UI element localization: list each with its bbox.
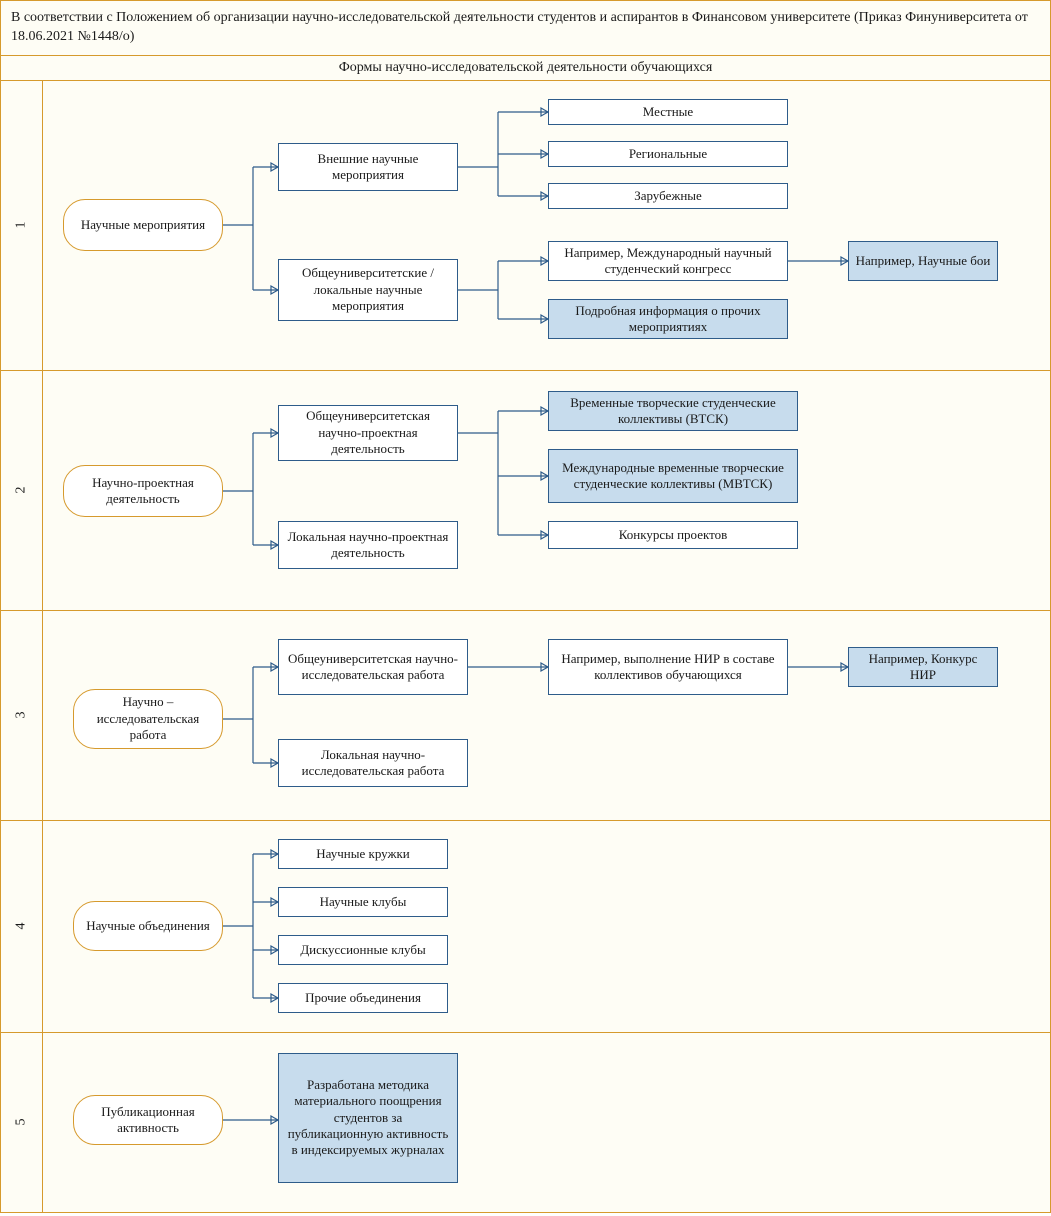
row-content: Научно-проектная деятельность Общеуниверс… (43, 371, 1050, 611)
diagram-row: 5 Публикационная активность Разработана ме… (0, 1033, 1051, 1213)
root-pill: Научно-проектная деятельность (63, 465, 223, 517)
row-number-cell: 4 (1, 821, 43, 1032)
row-content: Научные объединения Научные кружки Научные… (43, 821, 1050, 1033)
diagram-node: Научные клубы (278, 887, 448, 917)
root-pill: Научные мероприятия (63, 199, 223, 251)
diagram-node: Местные (548, 99, 788, 125)
row-number: 5 (14, 1119, 30, 1126)
row-number-cell: 5 (1, 1033, 43, 1212)
row-number: 3 (14, 712, 30, 719)
row-content: Публикационная активность Разработана мет… (43, 1033, 1050, 1213)
row-number: 2 (14, 487, 30, 494)
row-number-cell: 2 (1, 371, 43, 610)
diagram-node: Общеуниверситетские / локальные научные … (278, 259, 458, 321)
diagram-node: Общеуниверситетская научно-исследователь… (278, 639, 468, 695)
diagram-node: Локальная научно-проектная деятельность (278, 521, 458, 569)
diagram-node: Локальная научно-исследовательская работ… (278, 739, 468, 787)
diagram-node: Зарубежные (548, 183, 788, 209)
row-number-cell: 3 (1, 611, 43, 820)
diagram-node: Разработана методика материального поощр… (278, 1053, 458, 1183)
diagram-row: 4Научные объединенияНаучные кружкиНаучны… (0, 821, 1051, 1033)
row-number: 1 (14, 222, 30, 229)
diagram-node: Например, выполнение НИР в составе колле… (548, 639, 788, 695)
diagram-node: Внешние научные мероприятия (278, 143, 458, 191)
diagram-row: 3 Научно – исследовательская работа Общеун… (0, 611, 1051, 821)
diagram-node: Временные творческие студенческие коллек… (548, 391, 798, 431)
row-number: 4 (14, 923, 30, 930)
rows-container: 1 Научные мероприятия Внешние научные меро… (0, 81, 1051, 1213)
diagram-node: Региональные (548, 141, 788, 167)
row-content: Научные мероприятия Внешние научные мероп… (43, 81, 1050, 371)
header-note: В соответствии с Положением об организац… (0, 0, 1051, 56)
diagram-row: 2 Научно-проектная деятельность Общеунивер… (0, 371, 1051, 611)
diagram-node: Прочие объединения (278, 983, 448, 1013)
diagram-node: Например, Научные бои (848, 241, 998, 281)
diagram-node: Общеуниверситетская научно-проектная дея… (278, 405, 458, 461)
diagram-node: Научные кружки (278, 839, 448, 869)
diagram-node: Дискуссионные клубы (278, 935, 448, 965)
diagram-node: Например, Конкурс НИР (848, 647, 998, 687)
root-pill: Публикационная активность (73, 1095, 223, 1145)
row-content: Научно – исследовательская работа Общеуни… (43, 611, 1050, 821)
row-number-cell: 1 (1, 81, 43, 370)
diagram-node: Подробная информация о прочих мероприяти… (548, 299, 788, 339)
page-container: В соответствии с Положением об организац… (0, 0, 1051, 1213)
diagram-node: Конкурсы проектов (548, 521, 798, 549)
diagram-node: Международные временные творческие студе… (548, 449, 798, 503)
section-title: Формы научно-исследовательской деятельно… (0, 56, 1051, 81)
root-pill: Научно – исследовательская работа (73, 689, 223, 749)
root-pill: Научные объединения (73, 901, 223, 951)
diagram-node: Например, Международный научный студенче… (548, 241, 788, 281)
diagram-row: 1 Научные мероприятия Внешние научные меро… (0, 81, 1051, 371)
